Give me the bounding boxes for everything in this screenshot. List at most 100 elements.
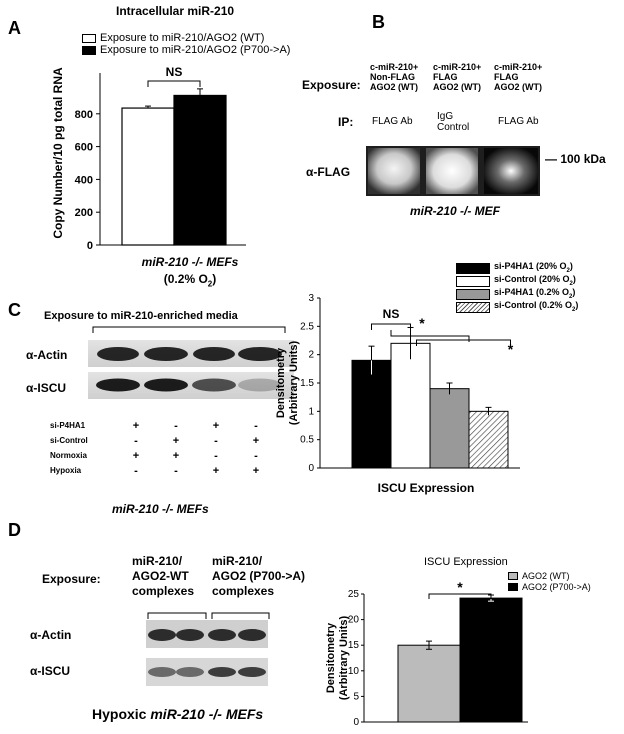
panel-b-letter: B	[372, 12, 385, 32]
col-p700a-line-2: AGO2 (P700->A)	[212, 569, 306, 583]
caption-d-hypoxic: Hypoxic	[92, 706, 151, 722]
col-wt-line-1: miR-210/	[132, 554, 183, 568]
y-tick-label-c: 1.5	[300, 378, 314, 389]
condition-label: si-Control	[50, 436, 88, 445]
y-tick-label-a: 800	[75, 109, 93, 121]
legend-label-wt: Exposure to miR-210/AGO2 (WT)	[100, 32, 265, 44]
iscu-band-c	[96, 378, 140, 392]
blot-title-c: Exposure to miR-210-enriched media	[44, 310, 238, 322]
y-tick-label-c: 2.5	[300, 321, 314, 332]
condition-value: -	[174, 419, 178, 432]
condition-value: -	[214, 434, 218, 447]
iscu-band-d	[238, 667, 266, 677]
panel-b-caption: miR-210 -/- MEF	[410, 204, 501, 218]
panel-d-legend: AGO2 (WT) AGO2 (P700->A)	[508, 570, 591, 592]
exposure-col-2-line-3: AGO2 (WT)	[433, 82, 481, 92]
y-axis-label-a: Copy Number/10 pg total RNA	[51, 67, 65, 239]
condition-value: -	[134, 464, 138, 477]
legend-item-c3: si-P4HA1 (0.2% O2)	[456, 287, 578, 301]
blot-d	[146, 620, 268, 686]
legend-item-d1: AGO2 (WT)	[508, 570, 591, 581]
significance-c1: NS	[383, 307, 400, 321]
panel-a-xlabel: miR-210 -/- MEFs (0.2% O2)	[110, 255, 270, 288]
y-tick-label-a: 0	[87, 240, 93, 252]
condition-value: -	[174, 464, 178, 477]
chart-c-plot: 0 0.5 1 1.5 2 2.5 3 NS * * Densitometry (Arbitrary …	[275, 293, 520, 495]
legend-label-d2: AGO2 (P700->A)	[522, 581, 591, 592]
significance-c3: *	[508, 341, 514, 357]
col-wt-line-2: AGO2-WT	[132, 569, 189, 583]
iscu-label-d: α-ISCU	[30, 664, 71, 678]
chart-a-plot: 0 200 400 600 800 NS Copy Number/10 pg total R…	[51, 65, 246, 252]
blot-lane-3	[484, 148, 538, 194]
flag-blot	[366, 146, 540, 196]
legend-swatch-black	[82, 45, 96, 55]
significance-c2: *	[419, 315, 425, 331]
condition-value: +	[252, 434, 260, 447]
actin-band-d	[238, 629, 266, 641]
bar-c-3	[429, 388, 470, 469]
exposure-col-3-line-1: c-miR-210+	[494, 62, 543, 72]
blot-d-bands	[148, 629, 266, 677]
exposure-col-p700a: miR-210/ AGO2 (P700->A) complexes	[212, 554, 305, 599]
condition-row: Normoxia + + - -	[48, 448, 276, 463]
y-tick-label-c: 0.5	[300, 435, 314, 446]
bar-c-4	[468, 410, 509, 469]
actin-band-d	[148, 629, 176, 641]
panel-a-xlabel-main: miR-210 -/- MEFs	[141, 255, 239, 269]
iscu-band-d	[148, 667, 176, 677]
chart-c: 0 0.5 1 1.5 2 2.5 3 NS * * Densitometry (Arbitrary …	[275, 293, 520, 495]
panel-d-caption: Hypoxic miR-210 -/- MEFs	[92, 706, 263, 722]
col-p700a-line-1: miR-210/	[212, 554, 263, 568]
y-axis-label-d1: Densitometry	[325, 622, 337, 693]
bar-a-p700a	[173, 94, 227, 246]
actin-band-d	[176, 629, 204, 641]
condition-value: +	[132, 449, 140, 462]
panel-c-caption: miR-210 -/- MEFs	[112, 502, 209, 516]
condition-value: +	[172, 434, 180, 447]
y-tick-label-d: 20	[348, 615, 360, 626]
exposure-col-1: c-miR-210+ Non-FLAG AGO2 (WT)	[370, 62, 426, 92]
condition-row: si-Control - + - +	[48, 433, 276, 448]
chart-d-plot: 0 5 10 15 20 25 * Densitometry (Arbitrary Units)	[325, 580, 528, 728]
y-tick-label-d: 5	[353, 691, 359, 702]
significance-a: NS	[166, 65, 183, 79]
xlabel-paren: )	[212, 272, 217, 286]
legend-item-p700a: Exposure to miR-210/AGO2 (P700->A)	[82, 44, 290, 56]
panel-a-letter: A	[8, 18, 21, 38]
condition-value: -	[214, 449, 218, 462]
legend-item-c4: si-Control (0.2% O2)	[456, 300, 578, 314]
xlabel-sub2: 2	[207, 279, 213, 289]
legend-label-c3: si-P4HA1 (0.2% O2)	[494, 287, 576, 300]
y-axis-label-c2: (Arbitrary Units)	[288, 340, 300, 425]
bar-c-2	[390, 342, 431, 469]
y-tick-label-c: 3	[308, 293, 314, 304]
y-axis-label-c1: Densitometry	[275, 347, 287, 418]
condition-value: +	[252, 464, 260, 477]
bracket-d	[147, 612, 270, 619]
y-tick-label-c: 0	[308, 463, 314, 474]
y-tick-label-d: 15	[348, 640, 360, 651]
condition-value: +	[212, 464, 220, 477]
panel-c-legend: si-P4HA1 (20% O2) si-Control (20% O2) si…	[456, 261, 578, 314]
blot-bracket-c	[92, 326, 286, 333]
y-tick-label-d: 25	[348, 589, 360, 600]
iscu-band-d	[208, 667, 236, 677]
bar-a-wt	[121, 107, 175, 246]
legend-swatch-black-d	[508, 582, 518, 591]
exposure-label-b: Exposure:	[302, 78, 361, 92]
condition-value: -	[254, 419, 258, 432]
flag-blot-label: α-FLAG	[306, 165, 351, 179]
ip-col-1: FLAG Ab	[372, 116, 413, 127]
xlabel-o2: (0.2% O	[163, 272, 208, 286]
y-tick-label-c: 2	[308, 350, 314, 361]
legend-label-p700a: Exposure to miR-210/AGO2 (P700->A)	[100, 44, 291, 56]
panel-a-title: Intracellular miR-210	[116, 4, 235, 18]
condition-value: -	[254, 449, 258, 462]
ip-col-3: FLAG Ab	[498, 116, 539, 127]
col-wt-line-3: complexes	[132, 584, 195, 598]
legend-item-wt: Exposure to miR-210/AGO2 (WT)	[82, 32, 290, 44]
legend-swatch-gray-d	[508, 571, 518, 580]
condition-value: +	[172, 449, 180, 462]
condition-value: +	[212, 419, 220, 432]
